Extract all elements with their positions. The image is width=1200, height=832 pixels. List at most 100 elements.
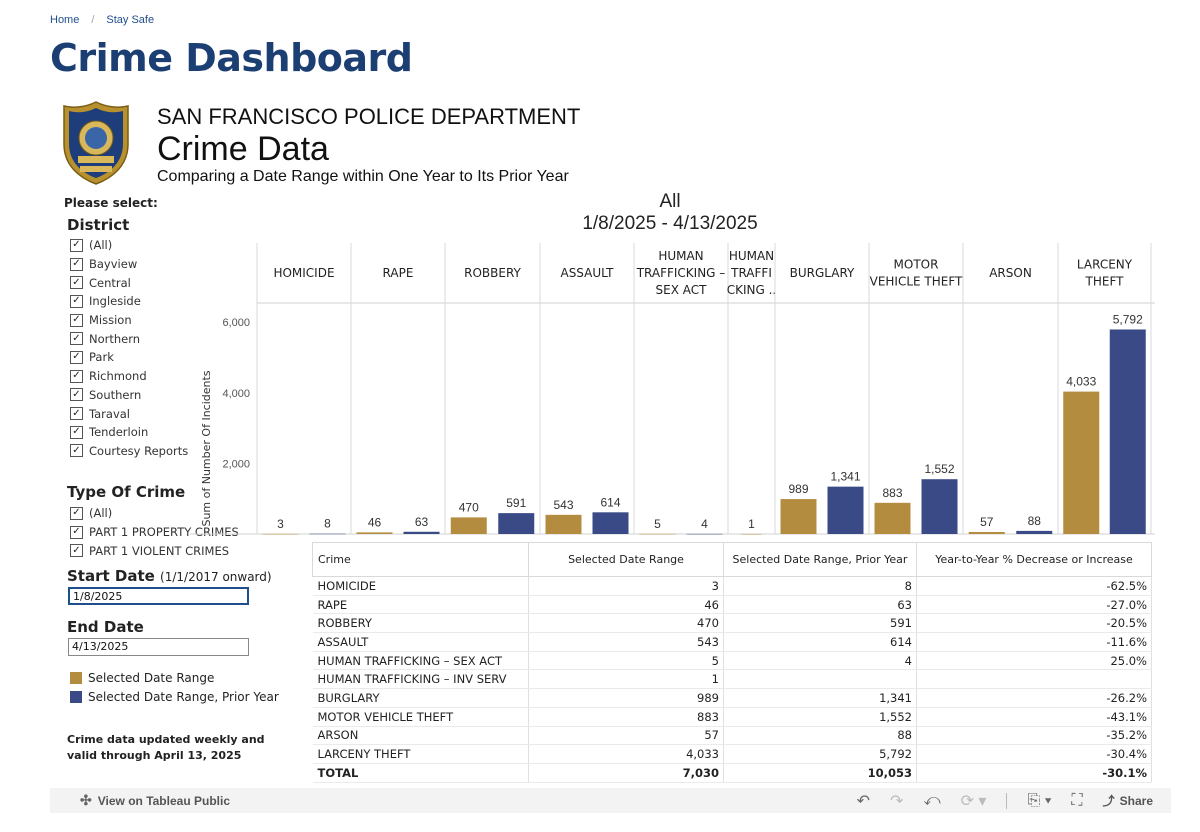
cell-change: -30.4% (916, 744, 1152, 764)
cell-selected: 883 (528, 707, 724, 727)
district-option-label: Courtesy Reports (89, 443, 189, 458)
district-checkbox[interactable]: ✓ (70, 313, 83, 327)
data-update-note: Crime data updated weekly and valid thro… (67, 732, 265, 764)
bar-value-label: 4,033 (1066, 375, 1096, 389)
district-option[interactable]: ✓ Central (70, 273, 188, 292)
bar-value-label: 470 (459, 500, 479, 514)
cell-change: 25.0% (916, 651, 1152, 671)
dashboard-subtitle: Comparing a Date Range within One Year t… (157, 168, 569, 185)
district-checkbox[interactable]: ✓ (70, 369, 83, 383)
bar-value-label: 5 (654, 517, 661, 531)
cell-crime: HUMAN TRAFFICKING – INV SERV (312, 669, 529, 690)
district-option[interactable]: ✓ (All) (70, 236, 188, 255)
category-header-label: TRAFFI (730, 266, 772, 280)
crime-type-checkbox-list: ✓ (All) ✓ PART 1 PROPERTY CRIMES ✓ PART 1 VIO… (70, 504, 239, 560)
crime-type-filter-title: Type Of Crime (67, 483, 186, 501)
district-option[interactable]: ✓ Ingleside (70, 292, 188, 311)
district-checkbox[interactable]: ✓ (70, 444, 83, 458)
cell-change: -43.1% (916, 707, 1152, 727)
crime-type-checkbox[interactable]: ✓ (70, 525, 83, 539)
download-icon[interactable]: ⎘ ▾ (1027, 791, 1052, 809)
district-checkbox[interactable]: ✓ (70, 332, 83, 346)
y-tick-label: 2,000 (222, 458, 250, 470)
revert-icon[interactable]: ⤺ (923, 791, 941, 809)
col-header-prior: Selected Date Range, Prior Year (723, 542, 917, 577)
start-date-label: Start Date (1/1/2017 onward) (67, 567, 272, 585)
view-on-tableau-link[interactable]: ✣ View on Tableau Public (80, 792, 230, 809)
bar-value-label: 3 (277, 517, 284, 531)
bar-value-label: 1,341 (830, 470, 860, 484)
page-title: Crime Dashboard (50, 36, 413, 80)
start-date-hint: (1/1/2017 onward) (160, 570, 272, 584)
district-option[interactable]: ✓ Park (70, 348, 188, 367)
refresh-icon[interactable]: ⟳ ▾ (960, 792, 987, 810)
district-checkbox[interactable]: ✓ (70, 294, 83, 308)
crime-type-option[interactable]: ✓ (All) (70, 504, 239, 523)
crime-type-option[interactable]: ✓ PART 1 VIOLENT CRIMES (70, 541, 239, 560)
cell-selected: 46 (528, 595, 724, 615)
bar-prior (686, 533, 723, 535)
bar-value-label: 883 (882, 486, 902, 500)
district-checkbox[interactable]: ✓ (70, 350, 83, 364)
district-option-label: Northern (89, 331, 141, 346)
cell-prior: 1,552 (723, 707, 917, 727)
please-select-label: Please select: (64, 196, 158, 210)
start-date-input[interactable]: 1/8/2025 (68, 587, 249, 605)
district-checkbox[interactable]: ✓ (70, 425, 83, 439)
crime-type-option[interactable]: ✓ PART 1 PROPERTY CRIMES (70, 523, 239, 542)
share-icon: ⤴ (1102, 794, 1115, 808)
cell-selected: 7,030 (528, 762, 724, 783)
district-option-label: Mission (89, 313, 132, 328)
category-header-label: HUMAN (658, 249, 703, 263)
col-header-selected: Selected Date Range (528, 542, 724, 577)
district-option[interactable]: ✓ Tenderloin (70, 423, 188, 442)
end-date-label: End Date (67, 618, 144, 636)
district-checkbox[interactable]: ✓ (70, 276, 83, 290)
category-header-label: HUMAN (729, 249, 774, 263)
table-header-row: Crime Selected Date Range Selected Date … (312, 542, 1152, 577)
bar-value-label: 46 (368, 515, 382, 529)
district-option[interactable]: ✓ Northern (70, 329, 188, 348)
district-option[interactable]: ✓ Southern (70, 386, 188, 405)
breadcrumb-home-link[interactable]: Home (50, 14, 80, 26)
redo-icon[interactable]: ↷ (890, 792, 904, 810)
district-option[interactable]: ✓ Taraval (70, 404, 188, 423)
category-header-label: ASSAULT (560, 266, 614, 280)
district-option[interactable]: ✓ Bayview (70, 255, 188, 274)
share-button[interactable]: ⤴ Share (1103, 792, 1153, 809)
cell-prior: 10,053 (723, 762, 917, 783)
bar-selected (968, 531, 1005, 534)
bar-value-label: 989 (788, 482, 808, 496)
chart-title: All (659, 191, 681, 212)
bar-prior (498, 513, 535, 534)
legend-item-prior: Selected Date Range, Prior Year (70, 690, 279, 704)
breadcrumb-current-link[interactable]: Stay Safe (106, 14, 155, 26)
fullscreen-icon[interactable]: ⛶ (1071, 791, 1083, 809)
district-checkbox-list: ✓ (All) ✓ Bayview ✓ Central ✓ Ingleside ✓ Mission… (70, 236, 188, 460)
crime-type-checkbox[interactable]: ✓ (70, 544, 83, 558)
end-date-input[interactable]: 4/13/2025 (68, 638, 249, 656)
dashboard-title: Crime Data (157, 130, 329, 168)
bar-selected (1063, 391, 1100, 534)
category-header-label: BURGLARY (790, 266, 855, 280)
crime-type-checkbox[interactable]: ✓ (70, 506, 83, 520)
category-header-label: SEX ACT (656, 283, 708, 297)
cell-prior (723, 669, 917, 690)
bar-selected (545, 514, 582, 534)
district-option[interactable]: ✓ Mission (70, 311, 188, 330)
district-checkbox[interactable]: ✓ (70, 407, 83, 421)
table-total-row: TOTAL 7,030 10,053 -30.1% (312, 762, 1152, 783)
col-header-crime: Crime (312, 542, 529, 577)
cell-selected: 57 (528, 726, 724, 746)
district-option[interactable]: ✓ Courtesy Reports (70, 442, 188, 461)
category-header-label: VEHICLE THEFT (870, 275, 963, 289)
district-option[interactable]: ✓ Richmond (70, 367, 188, 386)
crime-type-option-label: PART 1 VIOLENT CRIMES (89, 543, 230, 558)
tableau-toolbar: ✣ View on Tableau Public ↶ ↷ ⤺ ⟳ ▾ ⎘ ▾ ⛶… (50, 788, 1171, 813)
undo-icon[interactable]: ↶ (856, 792, 871, 810)
district-checkbox[interactable]: ✓ (70, 388, 83, 402)
district-checkbox[interactable]: ✓ (70, 257, 83, 271)
cell-selected: 543 (528, 632, 724, 652)
district-checkbox[interactable]: ✓ (70, 238, 83, 252)
table-row: ASSAULT 543 614 -11.6% (312, 632, 1152, 652)
